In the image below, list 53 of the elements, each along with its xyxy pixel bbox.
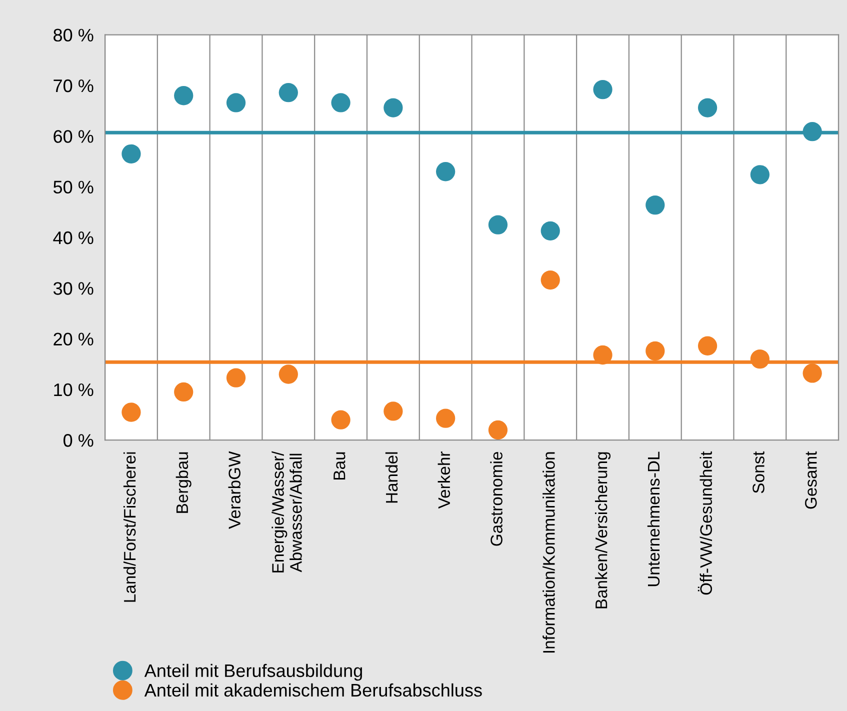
x-tick-label: Öff-VW/Gesundheit: [698, 451, 712, 595]
x-tick-label: Energie/Wasser/ Abwasser/Abfall: [272, 451, 302, 572]
point: [488, 420, 508, 440]
point: [174, 86, 194, 106]
y-tick-label: 80 %: [54, 28, 94, 42]
point: [226, 93, 246, 112]
point: [540, 221, 560, 240]
x-tick-label: VerarbGW: [228, 451, 240, 529]
y-tick-label: 20 %: [54, 332, 94, 346]
point: [593, 80, 612, 100]
point: [174, 382, 194, 402]
y-tick-label: 30 %: [53, 282, 94, 295]
y-tick-label: 40 %: [53, 231, 94, 244]
x-tick-label: Gesamt: [805, 451, 817, 509]
point: [122, 402, 141, 422]
point: [593, 345, 612, 365]
point: [331, 410, 350, 430]
x-tick-label: Land/Forst/Fischerei: [123, 452, 136, 602]
point: [646, 195, 665, 215]
point: [226, 368, 246, 388]
point: [436, 408, 456, 428]
x-tick-label: Handel: [385, 452, 398, 503]
point: [278, 364, 298, 384]
y-tick-label: 10 %: [54, 383, 94, 396]
point: [488, 215, 508, 234]
x-tick-label: Bergbau: [176, 452, 192, 513]
point: [436, 162, 456, 182]
point: [122, 144, 141, 164]
point: [750, 349, 770, 369]
x-tick-label: Information/Kommunikation: [542, 452, 555, 653]
legend-label: Anteil mit Berufsausbildung: [144, 664, 362, 681]
point: [698, 336, 718, 356]
point: [802, 122, 822, 142]
y-tick-label: 50 %: [53, 180, 94, 194]
x-tick-label: Unternehmens-DL: [647, 452, 660, 586]
point: [384, 98, 403, 118]
point: [698, 98, 718, 118]
y-tick-label: 70 %: [54, 79, 94, 92]
point: [331, 93, 350, 112]
point: [802, 364, 822, 383]
point: [384, 402, 403, 421]
y-tick-label: 60 %: [54, 130, 94, 143]
x-tick-label: Bau: [334, 452, 346, 480]
x-tick-label: Verkehr: [438, 451, 450, 509]
x-tick-label: Banken/Versicherung: [594, 452, 611, 608]
point: [750, 165, 770, 184]
legend-label: Anteil mit akademischem Berufsabschluss: [144, 683, 482, 697]
x-tick-label: Sonst: [752, 451, 764, 494]
point: [540, 270, 560, 290]
x-tick-label: Gastronomie: [490, 452, 502, 546]
point: [646, 341, 665, 361]
point: [278, 83, 298, 102]
y-tick-label: 0 %: [64, 434, 94, 447]
